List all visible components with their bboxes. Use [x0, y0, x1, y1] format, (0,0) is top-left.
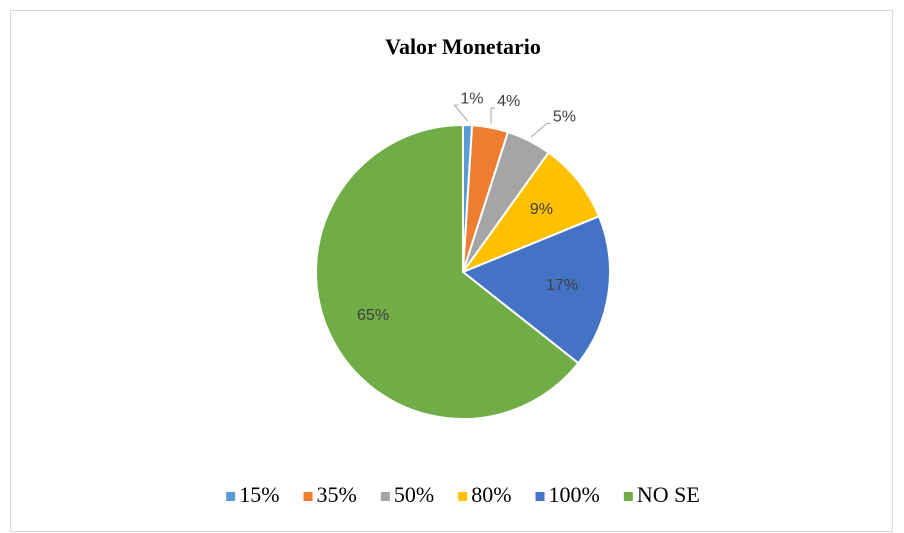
pie-slice: [461, 214, 611, 365]
leader-line: [490, 107, 496, 124]
legend-label: 80%: [471, 482, 511, 507]
data-label: 1%: [460, 90, 483, 107]
data-label: 5%: [553, 109, 576, 126]
legend-label: 100%: [549, 482, 600, 507]
legend-swatch: [303, 492, 313, 501]
legend-label: 35%: [317, 482, 357, 507]
data-label: 9%: [530, 201, 553, 218]
data-label: 65%: [357, 307, 389, 324]
legend-swatch: [458, 492, 468, 501]
data-label: 4%: [497, 93, 520, 110]
data-label: 17%: [546, 277, 578, 294]
legend-label: 50%: [394, 482, 434, 507]
pie-slice: [460, 151, 601, 275]
legend-label: 15%: [239, 482, 279, 507]
legend-swatch: [623, 492, 633, 501]
legend-swatch: [535, 492, 545, 501]
legend-swatch: [380, 492, 390, 501]
pie-slice: [315, 123, 580, 420]
legend-label: NO SE: [637, 482, 700, 507]
legend-swatch: [226, 492, 236, 501]
chart-title: Valor Monetario: [385, 34, 541, 59]
leader-line: [453, 104, 469, 122]
leader-line: [530, 122, 551, 138]
